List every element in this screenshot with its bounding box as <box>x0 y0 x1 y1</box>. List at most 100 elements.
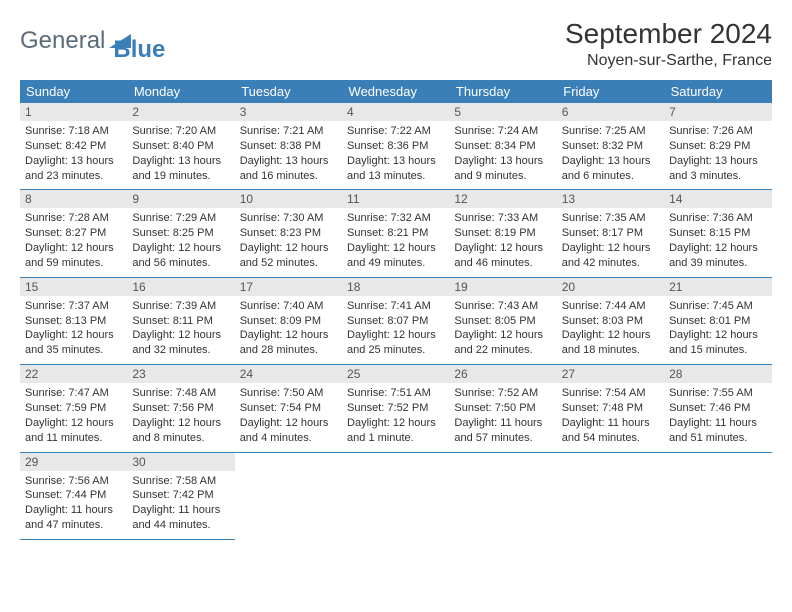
day-content-cell: Sunrise: 7:37 AMSunset: 8:13 PMDaylight:… <box>20 296 127 365</box>
sunrise-text: Sunrise: 7:41 AM <box>347 299 444 314</box>
sunset-text: Sunset: 7:52 PM <box>347 401 444 416</box>
sunrise-text: Sunrise: 7:52 AM <box>454 386 551 401</box>
day-content-cell <box>664 471 771 540</box>
day-number-cell <box>664 452 771 471</box>
sunrise-text: Sunrise: 7:51 AM <box>347 386 444 401</box>
weekday-header: Saturday <box>664 80 771 103</box>
day-number-cell: 14 <box>664 190 771 209</box>
day-number-cell: 20 <box>557 277 664 296</box>
sunset-text: Sunset: 7:54 PM <box>240 401 337 416</box>
day-content-cell: Sunrise: 7:39 AMSunset: 8:11 PMDaylight:… <box>127 296 234 365</box>
sunset-text: Sunset: 7:42 PM <box>132 488 229 503</box>
day-content-row: Sunrise: 7:56 AMSunset: 7:44 PMDaylight:… <box>20 471 772 540</box>
day-content-cell <box>342 471 449 540</box>
day-content-row: Sunrise: 7:18 AMSunset: 8:42 PMDaylight:… <box>20 121 772 190</box>
sunrise-text: Sunrise: 7:25 AM <box>562 124 659 139</box>
day-content-cell: Sunrise: 7:51 AMSunset: 7:52 PMDaylight:… <box>342 383 449 452</box>
day-number-cell: 22 <box>20 365 127 384</box>
daylight-text: Daylight: 12 hours and 11 minutes. <box>25 416 122 446</box>
day-content-cell: Sunrise: 7:45 AMSunset: 8:01 PMDaylight:… <box>664 296 771 365</box>
day-content-cell <box>557 471 664 540</box>
day-content-cell: Sunrise: 7:43 AMSunset: 8:05 PMDaylight:… <box>449 296 556 365</box>
daylight-text: Daylight: 12 hours and 15 minutes. <box>669 328 766 358</box>
day-number-cell: 7 <box>664 103 771 121</box>
day-number-row: 1234567 <box>20 103 772 121</box>
day-number-row: 2930 <box>20 452 772 471</box>
sunset-text: Sunset: 7:59 PM <box>25 401 122 416</box>
daylight-text: Daylight: 12 hours and 1 minute. <box>347 416 444 446</box>
sunrise-text: Sunrise: 7:58 AM <box>132 474 229 489</box>
sunset-text: Sunset: 8:38 PM <box>240 139 337 154</box>
day-content-cell: Sunrise: 7:41 AMSunset: 8:07 PMDaylight:… <box>342 296 449 365</box>
weekday-header: Friday <box>557 80 664 103</box>
daylight-text: Daylight: 11 hours and 54 minutes. <box>562 416 659 446</box>
sunrise-text: Sunrise: 7:43 AM <box>454 299 551 314</box>
day-number-cell: 16 <box>127 277 234 296</box>
sunset-text: Sunset: 7:56 PM <box>132 401 229 416</box>
sunrise-text: Sunrise: 7:36 AM <box>669 211 766 226</box>
day-number-cell: 25 <box>342 365 449 384</box>
sunset-text: Sunset: 8:34 PM <box>454 139 551 154</box>
sunset-text: Sunset: 8:29 PM <box>669 139 766 154</box>
sunrise-text: Sunrise: 7:37 AM <box>25 299 122 314</box>
day-number-cell: 17 <box>235 277 342 296</box>
sunrise-text: Sunrise: 7:54 AM <box>562 386 659 401</box>
sunrise-text: Sunrise: 7:45 AM <box>669 299 766 314</box>
day-content-cell: Sunrise: 7:44 AMSunset: 8:03 PMDaylight:… <box>557 296 664 365</box>
day-number-cell: 9 <box>127 190 234 209</box>
day-content-cell: Sunrise: 7:55 AMSunset: 7:46 PMDaylight:… <box>664 383 771 452</box>
day-content-cell: Sunrise: 7:21 AMSunset: 8:38 PMDaylight:… <box>235 121 342 190</box>
day-number-cell: 15 <box>20 277 127 296</box>
day-number-cell: 29 <box>20 452 127 471</box>
daylight-text: Daylight: 12 hours and 46 minutes. <box>454 241 551 271</box>
sunset-text: Sunset: 8:13 PM <box>25 314 122 329</box>
day-content-cell: Sunrise: 7:56 AMSunset: 7:44 PMDaylight:… <box>20 471 127 540</box>
day-number-cell: 18 <box>342 277 449 296</box>
logo: General Blue <box>20 18 165 64</box>
sunset-text: Sunset: 8:15 PM <box>669 226 766 241</box>
sunrise-text: Sunrise: 7:40 AM <box>240 299 337 314</box>
day-content-cell: Sunrise: 7:26 AMSunset: 8:29 PMDaylight:… <box>664 121 771 190</box>
day-number-cell: 2 <box>127 103 234 121</box>
daylight-text: Daylight: 12 hours and 59 minutes. <box>25 241 122 271</box>
daylight-text: Daylight: 12 hours and 18 minutes. <box>562 328 659 358</box>
day-content-cell: Sunrise: 7:54 AMSunset: 7:48 PMDaylight:… <box>557 383 664 452</box>
weekday-header-row: SundayMondayTuesdayWednesdayThursdayFrid… <box>20 80 772 103</box>
sunrise-text: Sunrise: 7:29 AM <box>132 211 229 226</box>
day-content-cell: Sunrise: 7:33 AMSunset: 8:19 PMDaylight:… <box>449 208 556 277</box>
weekday-header: Wednesday <box>342 80 449 103</box>
sunset-text: Sunset: 8:40 PM <box>132 139 229 154</box>
daylight-text: Daylight: 13 hours and 23 minutes. <box>25 154 122 184</box>
day-content-cell: Sunrise: 7:35 AMSunset: 8:17 PMDaylight:… <box>557 208 664 277</box>
day-number-cell <box>235 452 342 471</box>
daylight-text: Daylight: 12 hours and 42 minutes. <box>562 241 659 271</box>
sunrise-text: Sunrise: 7:39 AM <box>132 299 229 314</box>
day-content-cell: Sunrise: 7:52 AMSunset: 7:50 PMDaylight:… <box>449 383 556 452</box>
month-title: September 2024 <box>565 18 772 50</box>
day-number-cell: 28 <box>664 365 771 384</box>
sunset-text: Sunset: 8:17 PM <box>562 226 659 241</box>
calendar-table: SundayMondayTuesdayWednesdayThursdayFrid… <box>20 80 772 540</box>
sunset-text: Sunset: 8:21 PM <box>347 226 444 241</box>
sunrise-text: Sunrise: 7:22 AM <box>347 124 444 139</box>
day-number-cell: 4 <box>342 103 449 121</box>
day-number-cell: 21 <box>664 277 771 296</box>
sunrise-text: Sunrise: 7:32 AM <box>347 211 444 226</box>
day-number-cell: 19 <box>449 277 556 296</box>
daylight-text: Daylight: 13 hours and 6 minutes. <box>562 154 659 184</box>
calendar-body: 1234567Sunrise: 7:18 AMSunset: 8:42 PMDa… <box>20 103 772 539</box>
daylight-text: Daylight: 12 hours and 39 minutes. <box>669 241 766 271</box>
day-number-cell: 24 <box>235 365 342 384</box>
day-content-cell <box>235 471 342 540</box>
day-content-cell: Sunrise: 7:22 AMSunset: 8:36 PMDaylight:… <box>342 121 449 190</box>
daylight-text: Daylight: 13 hours and 16 minutes. <box>240 154 337 184</box>
sunset-text: Sunset: 8:32 PM <box>562 139 659 154</box>
sunrise-text: Sunrise: 7:44 AM <box>562 299 659 314</box>
daylight-text: Daylight: 12 hours and 28 minutes. <box>240 328 337 358</box>
day-content-cell: Sunrise: 7:20 AMSunset: 8:40 PMDaylight:… <box>127 121 234 190</box>
sunrise-text: Sunrise: 7:55 AM <box>669 386 766 401</box>
sunrise-text: Sunrise: 7:50 AM <box>240 386 337 401</box>
sunset-text: Sunset: 8:03 PM <box>562 314 659 329</box>
sunrise-text: Sunrise: 7:47 AM <box>25 386 122 401</box>
daylight-text: Daylight: 11 hours and 57 minutes. <box>454 416 551 446</box>
